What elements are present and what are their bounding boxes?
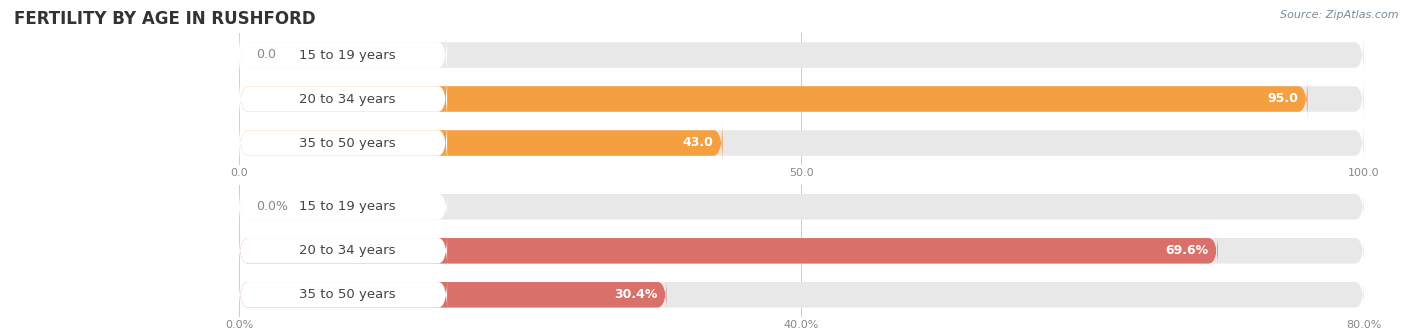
FancyBboxPatch shape xyxy=(239,280,666,310)
Text: Source: ZipAtlas.com: Source: ZipAtlas.com xyxy=(1281,10,1399,20)
Text: 30.4%: 30.4% xyxy=(614,288,658,301)
Text: 69.6%: 69.6% xyxy=(1166,244,1209,257)
Text: 0.0: 0.0 xyxy=(256,49,276,61)
Text: 20 to 34 years: 20 to 34 years xyxy=(299,92,395,106)
FancyBboxPatch shape xyxy=(239,280,1364,310)
Text: 95.0: 95.0 xyxy=(1268,92,1299,106)
Text: FERTILITY BY AGE IN RUSHFORD: FERTILITY BY AGE IN RUSHFORD xyxy=(14,10,316,28)
FancyBboxPatch shape xyxy=(239,120,723,165)
FancyBboxPatch shape xyxy=(239,77,1364,121)
FancyBboxPatch shape xyxy=(239,191,1364,222)
Text: 0.0%: 0.0% xyxy=(256,200,288,213)
FancyBboxPatch shape xyxy=(239,280,447,310)
Text: 35 to 50 years: 35 to 50 years xyxy=(299,288,395,301)
FancyBboxPatch shape xyxy=(239,77,447,121)
FancyBboxPatch shape xyxy=(239,235,1364,266)
FancyBboxPatch shape xyxy=(239,235,447,266)
Text: 15 to 19 years: 15 to 19 years xyxy=(299,200,395,213)
Text: 15 to 19 years: 15 to 19 years xyxy=(299,49,395,61)
FancyBboxPatch shape xyxy=(239,120,447,165)
FancyBboxPatch shape xyxy=(239,33,447,78)
Text: 43.0: 43.0 xyxy=(683,137,714,149)
FancyBboxPatch shape xyxy=(239,33,1364,78)
FancyBboxPatch shape xyxy=(239,235,1218,266)
FancyBboxPatch shape xyxy=(239,120,1364,165)
Text: 35 to 50 years: 35 to 50 years xyxy=(299,137,395,149)
FancyBboxPatch shape xyxy=(239,191,447,222)
Text: 20 to 34 years: 20 to 34 years xyxy=(299,244,395,257)
FancyBboxPatch shape xyxy=(239,77,1308,121)
